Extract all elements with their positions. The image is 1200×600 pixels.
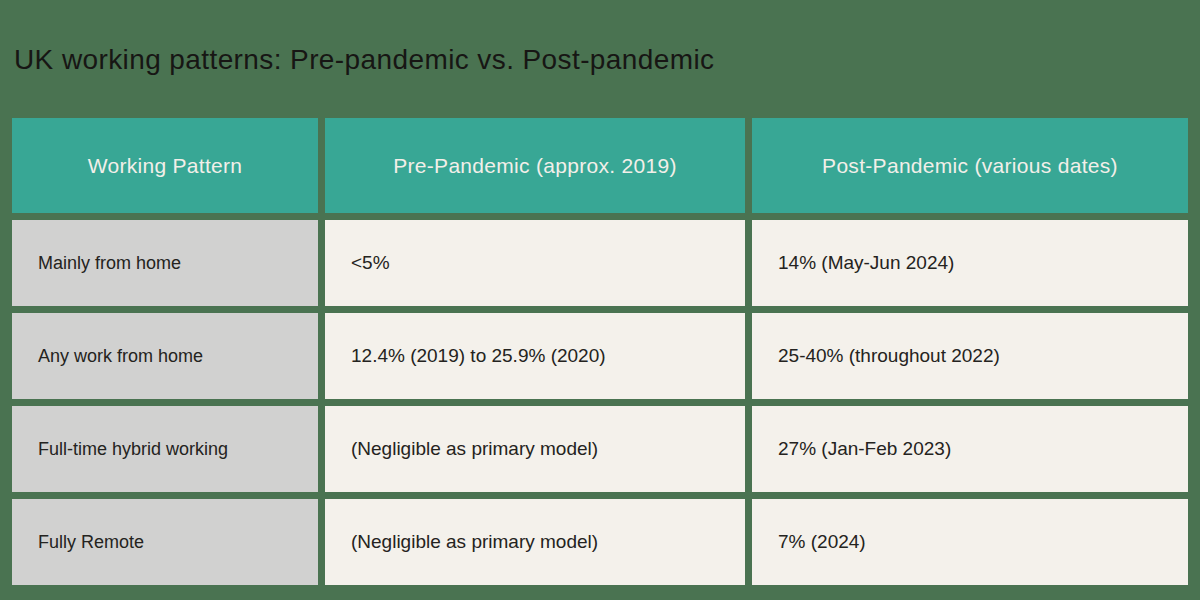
cell-any-work-from-home-pre: 12.4% (2019) to 25.9% (2020): [325, 313, 745, 399]
page-title: UK working patterns: Pre-pandemic vs. Po…: [14, 44, 714, 76]
column-header-working-pattern: Working Pattern: [12, 118, 318, 213]
page-background: UK working patterns: Pre-pandemic vs. Po…: [0, 0, 1200, 600]
column-header-post-pandemic: Post-Pandemic (various dates): [752, 118, 1188, 213]
cell-mainly-from-home-pre: <5%: [325, 220, 745, 306]
cell-full-time-hybrid-working-post: 27% (Jan-Feb 2023): [752, 406, 1188, 492]
cell-fully-remote-post: 7% (2024): [752, 499, 1188, 585]
cell-full-time-hybrid-working-pre: (Negligible as primary model): [325, 406, 745, 492]
column-header-pre-pandemic: Pre-Pandemic (approx. 2019): [325, 118, 745, 213]
cell-fully-remote-pre: (Negligible as primary model): [325, 499, 745, 585]
cell-mainly-from-home-post: 14% (May-Jun 2024): [752, 220, 1188, 306]
row-label-any-work-from-home: Any work from home: [12, 313, 318, 399]
row-label-full-time-hybrid-working: Full-time hybrid working: [12, 406, 318, 492]
row-label-mainly-from-home: Mainly from home: [12, 220, 318, 306]
row-label-fully-remote: Fully Remote: [12, 499, 318, 585]
working-patterns-table: Working Pattern Pre-Pandemic (approx. 20…: [12, 118, 1188, 585]
cell-any-work-from-home-post: 25-40% (throughout 2022): [752, 313, 1188, 399]
